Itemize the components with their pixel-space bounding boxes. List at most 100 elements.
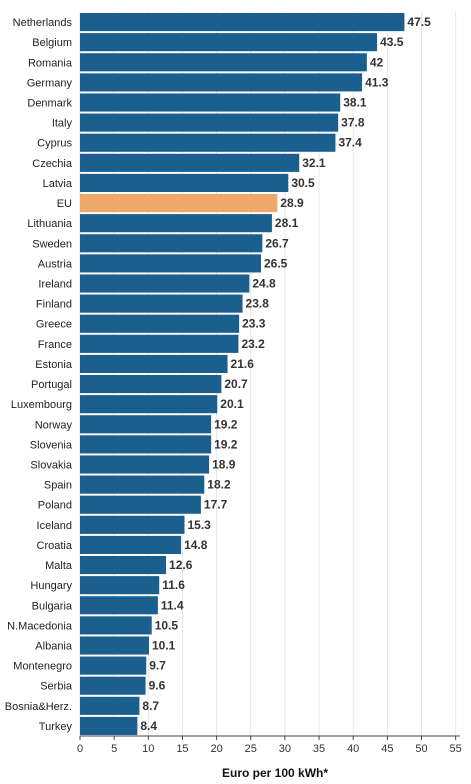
category-label: Greece [36, 319, 72, 331]
category-label: Slovakia [30, 460, 72, 472]
x-tick-label: 0 [77, 743, 83, 755]
value-label: 21.6 [231, 357, 255, 371]
bar [80, 535, 182, 554]
category-label: Spain [44, 480, 72, 492]
category-label: Slovenia [30, 439, 73, 451]
value-label: 18.2 [207, 478, 231, 492]
x-tick-label: 10 [142, 743, 154, 755]
value-label: 12.6 [169, 558, 193, 572]
category-label: Albania [35, 641, 73, 653]
category-label: Romania [28, 57, 73, 69]
category-label: Finland [36, 299, 72, 311]
value-label: 26.7 [265, 236, 289, 250]
bar [80, 354, 228, 373]
category-labels: Netherlands Belgium Romania Germany Denmark I… [5, 17, 73, 733]
x-tick-label: 40 [347, 743, 359, 755]
category-label: Cyprus [37, 138, 72, 150]
category-label: Germany [27, 77, 73, 89]
value-label: 15.3 [187, 518, 211, 532]
value-label: 8.7 [142, 699, 159, 713]
value-label: 17.7 [204, 498, 228, 512]
category-label: Hungary [30, 580, 72, 592]
x-tick-label: 30 [279, 743, 291, 755]
bar [80, 113, 339, 132]
x-tick-label: 35 [313, 743, 325, 755]
bar [80, 495, 201, 514]
bar [80, 294, 243, 313]
category-label: Belgium [32, 37, 72, 49]
category-label: Italy [52, 118, 73, 130]
bar [80, 375, 222, 394]
category-label: Ireland [38, 279, 72, 291]
bar [80, 435, 212, 454]
category-label: Poland [38, 500, 72, 512]
bar [80, 314, 240, 333]
value-label: 37.4 [338, 136, 362, 150]
bar [80, 214, 272, 233]
category-label: Estonia [35, 359, 73, 371]
category-label: Austria [38, 258, 73, 270]
category-label: Norway [35, 419, 73, 431]
category-label: Serbia [40, 681, 73, 693]
bar [80, 395, 218, 414]
value-label: 43.5 [380, 35, 404, 49]
x-axis-ticks: 0 5 10 15 20 25 30 35 40 45 50 55 [77, 736, 462, 755]
bar [80, 194, 278, 213]
x-axis-title: Euro per 100 kWh* [222, 766, 328, 780]
bar [80, 636, 149, 655]
bar [80, 153, 300, 172]
value-label: 23.2 [241, 337, 265, 351]
bar [80, 234, 263, 253]
bar [80, 616, 152, 635]
value-label: 37.8 [341, 116, 365, 130]
bar [80, 696, 140, 715]
value-label: 30.5 [291, 176, 315, 190]
category-label: Luxembourg [11, 399, 72, 411]
bar [80, 334, 239, 353]
bar [80, 515, 185, 534]
value-label: 18.9 [212, 458, 236, 472]
bar [80, 73, 363, 92]
value-label: 8.4 [140, 719, 157, 733]
x-tick-label: 25 [245, 743, 257, 755]
category-label: Montenegro [13, 661, 72, 673]
category-label: Czechia [32, 158, 73, 170]
bar [80, 455, 210, 474]
value-label: 26.5 [264, 256, 288, 270]
value-label: 32.1 [302, 156, 326, 170]
bars [80, 13, 405, 735]
bar [80, 93, 341, 112]
value-label: 23.3 [242, 317, 266, 331]
category-label: Latvia [43, 178, 73, 190]
bar [80, 274, 250, 293]
value-label: 38.1 [343, 96, 367, 110]
category-label: Malta [45, 560, 73, 572]
value-label: 14.8 [184, 538, 208, 552]
category-label: Iceland [37, 520, 72, 532]
value-label: 20.7 [224, 377, 248, 391]
bar [80, 716, 138, 735]
value-label: 42 [370, 55, 384, 69]
value-labels: 47.543.5 42 41.3 38.1 37.8 37.4 32.1 30.5 28.9 28… [140, 15, 431, 733]
x-tick-label: 45 [381, 743, 393, 755]
value-label: 47.5 [407, 15, 431, 29]
value-label: 11.6 [162, 578, 185, 592]
value-label: 9.6 [149, 679, 166, 693]
category-label: Portugal [31, 379, 72, 391]
x-tick-label: 55 [450, 743, 462, 755]
category-label: Bosnia&Herz. [5, 701, 72, 713]
value-label: 24.8 [252, 277, 276, 291]
bar [80, 133, 336, 152]
category-label: Netherlands [13, 17, 73, 29]
x-tick-label: 15 [176, 743, 188, 755]
value-label: 20.1 [220, 397, 244, 411]
bar [80, 13, 405, 32]
bar [80, 415, 212, 434]
bar [80, 53, 367, 72]
value-label: 9.7 [149, 659, 166, 673]
value-label: 11.4 [161, 598, 184, 612]
bar [80, 173, 289, 192]
x-tick-label: 5 [111, 743, 117, 755]
category-label: Denmark [27, 98, 72, 110]
